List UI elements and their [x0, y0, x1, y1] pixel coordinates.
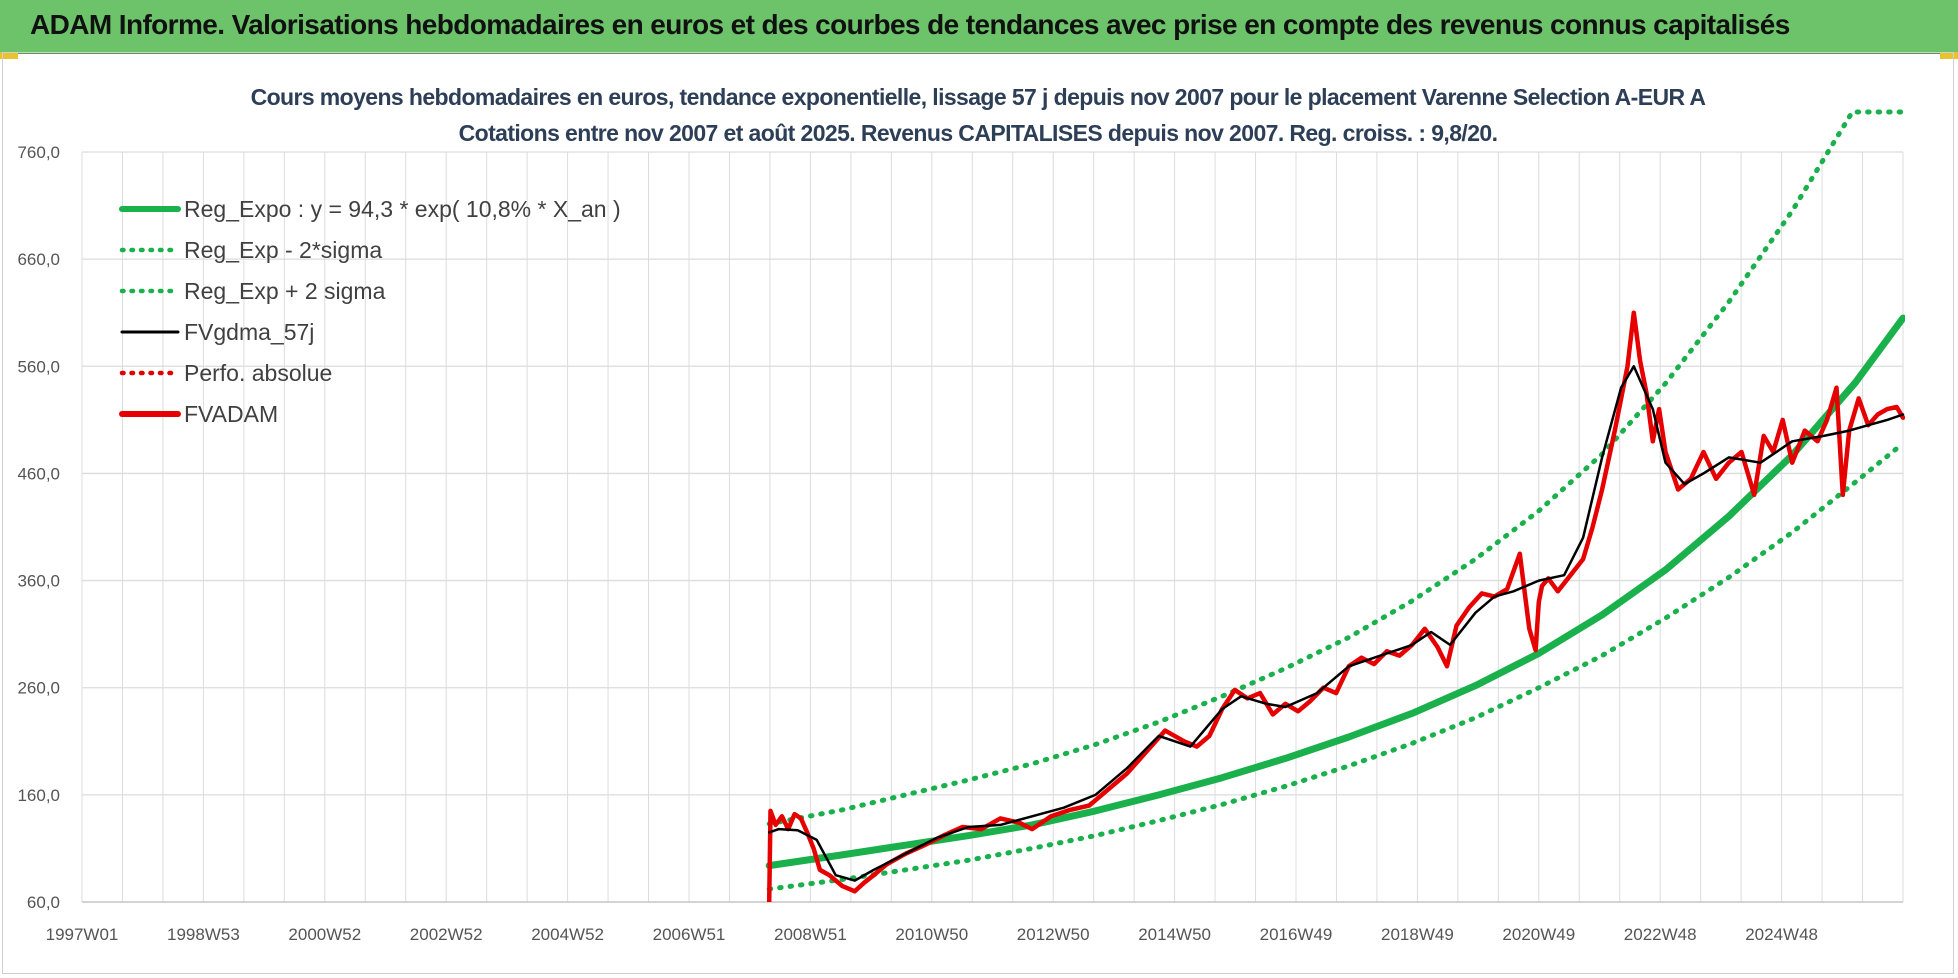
grid	[81, 151, 1904, 903]
legend-label: FVgdma_57j	[184, 319, 314, 345]
x-tick-label: 2006W51	[653, 925, 726, 944]
series-reg_exp	[766, 440, 1905, 892]
legend-label: Reg_Exp + 2 sigma	[184, 278, 386, 304]
chart-title: Cours moyens hebdomadaires en euros, ten…	[251, 84, 1706, 110]
y-tick-label: 460,0	[17, 464, 60, 483]
x-tick-label: 2016W49	[1260, 925, 1333, 944]
plot-area	[765, 109, 1905, 902]
header-banner: ADAM Informe. Valorisations hebdomadaire…	[0, 0, 1958, 54]
x-tick-label: 2020W49	[1502, 925, 1575, 944]
x-tick-label: 2010W50	[895, 925, 968, 944]
corner-mark-left	[0, 52, 18, 59]
series-fvgdma_57j	[767, 365, 1905, 882]
legend-label: Perfo. absolue	[184, 360, 332, 386]
y-tick-label: 60,0	[27, 893, 60, 912]
x-tick-label: 2024W48	[1745, 925, 1818, 944]
legend-label: FVADAM	[184, 401, 278, 427]
y-tick-label: 160,0	[17, 786, 60, 805]
y-tick-label: 760,0	[17, 143, 60, 162]
series-reg_exp	[766, 109, 1905, 827]
y-tick-label: 360,0	[17, 572, 60, 591]
x-axis-ticks: 1997W01 1998W53 2000W52 2002W52 2004W52 2006W…	[46, 925, 1818, 944]
x-tick-label: 2014W50	[1138, 925, 1211, 944]
y-tick-label: 560,0	[17, 357, 60, 376]
x-tick-label: 2022W48	[1624, 925, 1697, 944]
chart-subtitle: Cotations entre nov 2007 et août 2025. R…	[459, 120, 1498, 146]
x-tick-label: 2008W51	[774, 925, 847, 944]
legend-label: Reg_Exp - 2*sigma	[184, 237, 382, 263]
x-tick-label: 2002W52	[410, 925, 483, 944]
x-tick-label: 2000W52	[288, 925, 361, 944]
y-tick-label: 660,0	[17, 250, 60, 269]
legend: Reg_Expo : y = 94,3 * exp( 10,8% * X_an …	[119, 196, 621, 427]
series-reg_expo	[765, 314, 1905, 870]
legend-label: Reg_Expo : y = 94,3 * exp( 10,8% * X_an …	[184, 196, 621, 222]
chart-frame	[2, 52, 1954, 974]
x-tick-label: 2004W52	[531, 925, 604, 944]
x-tick-label: 1997W01	[46, 925, 119, 944]
y-tick-label: 260,0	[17, 679, 60, 698]
y-axis-ticks: 760,0 660,0 560,0 460,0 360,0 260,0 160,0 60,0	[17, 143, 60, 912]
x-tick-label: 2012W50	[1017, 925, 1090, 944]
banner-title: ADAM Informe. Valorisations hebdomadaire…	[30, 9, 1790, 40]
corner-mark-right	[1940, 52, 1958, 59]
x-tick-label: 2018W49	[1381, 925, 1454, 944]
x-tick-label: 1998W53	[167, 925, 240, 944]
